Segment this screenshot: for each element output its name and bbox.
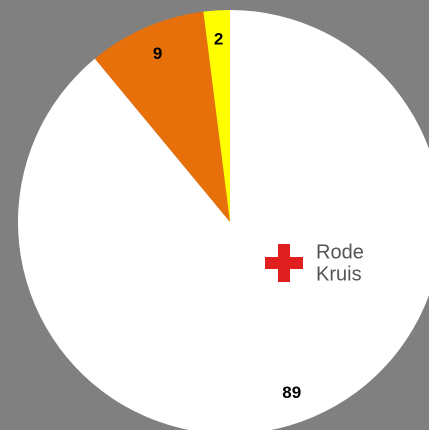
data-labels: 89 9 2 (153, 30, 301, 403)
data-label: 2 (214, 30, 223, 49)
logo: Rode Kruis (265, 241, 364, 285)
pie-slice (18, 10, 429, 430)
logo-cross (265, 257, 303, 269)
data-label: 9 (153, 44, 162, 63)
pie-slice (94, 11, 230, 223)
logo-text: Kruis (316, 263, 362, 285)
pie (18, 10, 429, 430)
data-label: 89 (282, 383, 301, 402)
logo-text: Rode (316, 241, 364, 263)
pie-slice (203, 10, 230, 222)
